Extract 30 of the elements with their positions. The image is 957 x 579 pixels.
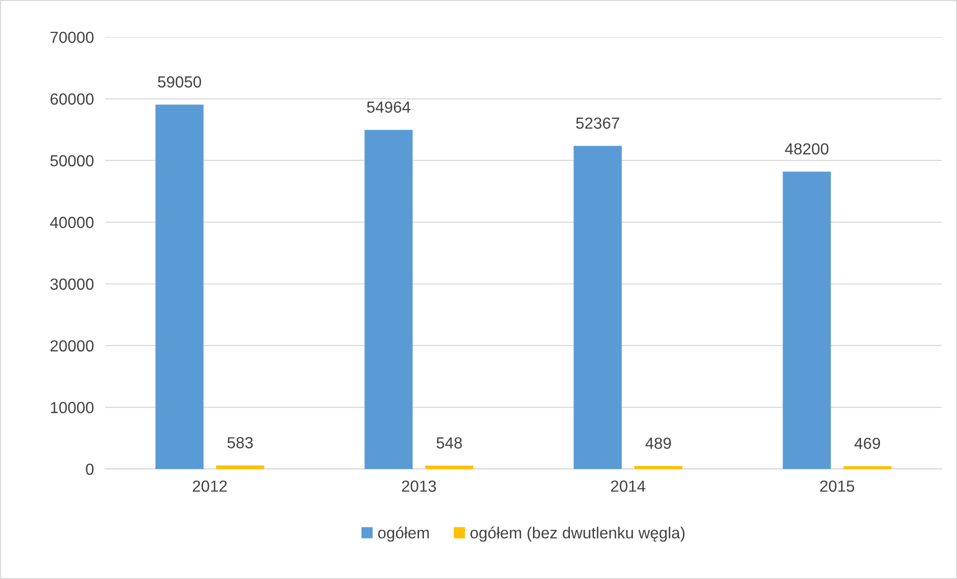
y-tick-label: 20000 [50, 340, 94, 352]
x-tick-label: 2012 [192, 480, 227, 492]
data-label: 52367 [576, 118, 620, 129]
data-label: 489 [645, 438, 671, 449]
bar [425, 466, 474, 469]
legend-label: ogółem [378, 526, 429, 542]
bar [782, 172, 831, 469]
data-label: 59050 [158, 76, 202, 88]
data-label: 469 [854, 438, 880, 450]
x-tick-label: 2013 [402, 480, 436, 492]
y-tick-label: 0 [86, 464, 94, 475]
bar [574, 146, 622, 469]
bar [216, 465, 264, 469]
legend-label: ogółem (bez dwutlenku węgla) [470, 526, 685, 542]
data-label: 548 [436, 437, 462, 449]
y-tick-label: 10000 [50, 402, 94, 414]
y-tick-label: 70000 [50, 32, 94, 43]
y-tick-label: 30000 [50, 278, 94, 290]
x-tick-label: 2014 [611, 480, 646, 492]
data-label: 54964 [367, 101, 410, 113]
data-label: 583 [227, 437, 253, 448]
y-tick-label: 50000 [50, 155, 94, 166]
bar [843, 466, 892, 469]
bar [634, 466, 682, 469]
y-tick-label: 60000 [50, 93, 94, 105]
y-tick-label: 40000 [50, 216, 94, 228]
bar [155, 104, 204, 469]
data-label: 48200 [784, 143, 828, 155]
x-tick-label: 2015 [820, 480, 854, 492]
bar [364, 130, 413, 469]
